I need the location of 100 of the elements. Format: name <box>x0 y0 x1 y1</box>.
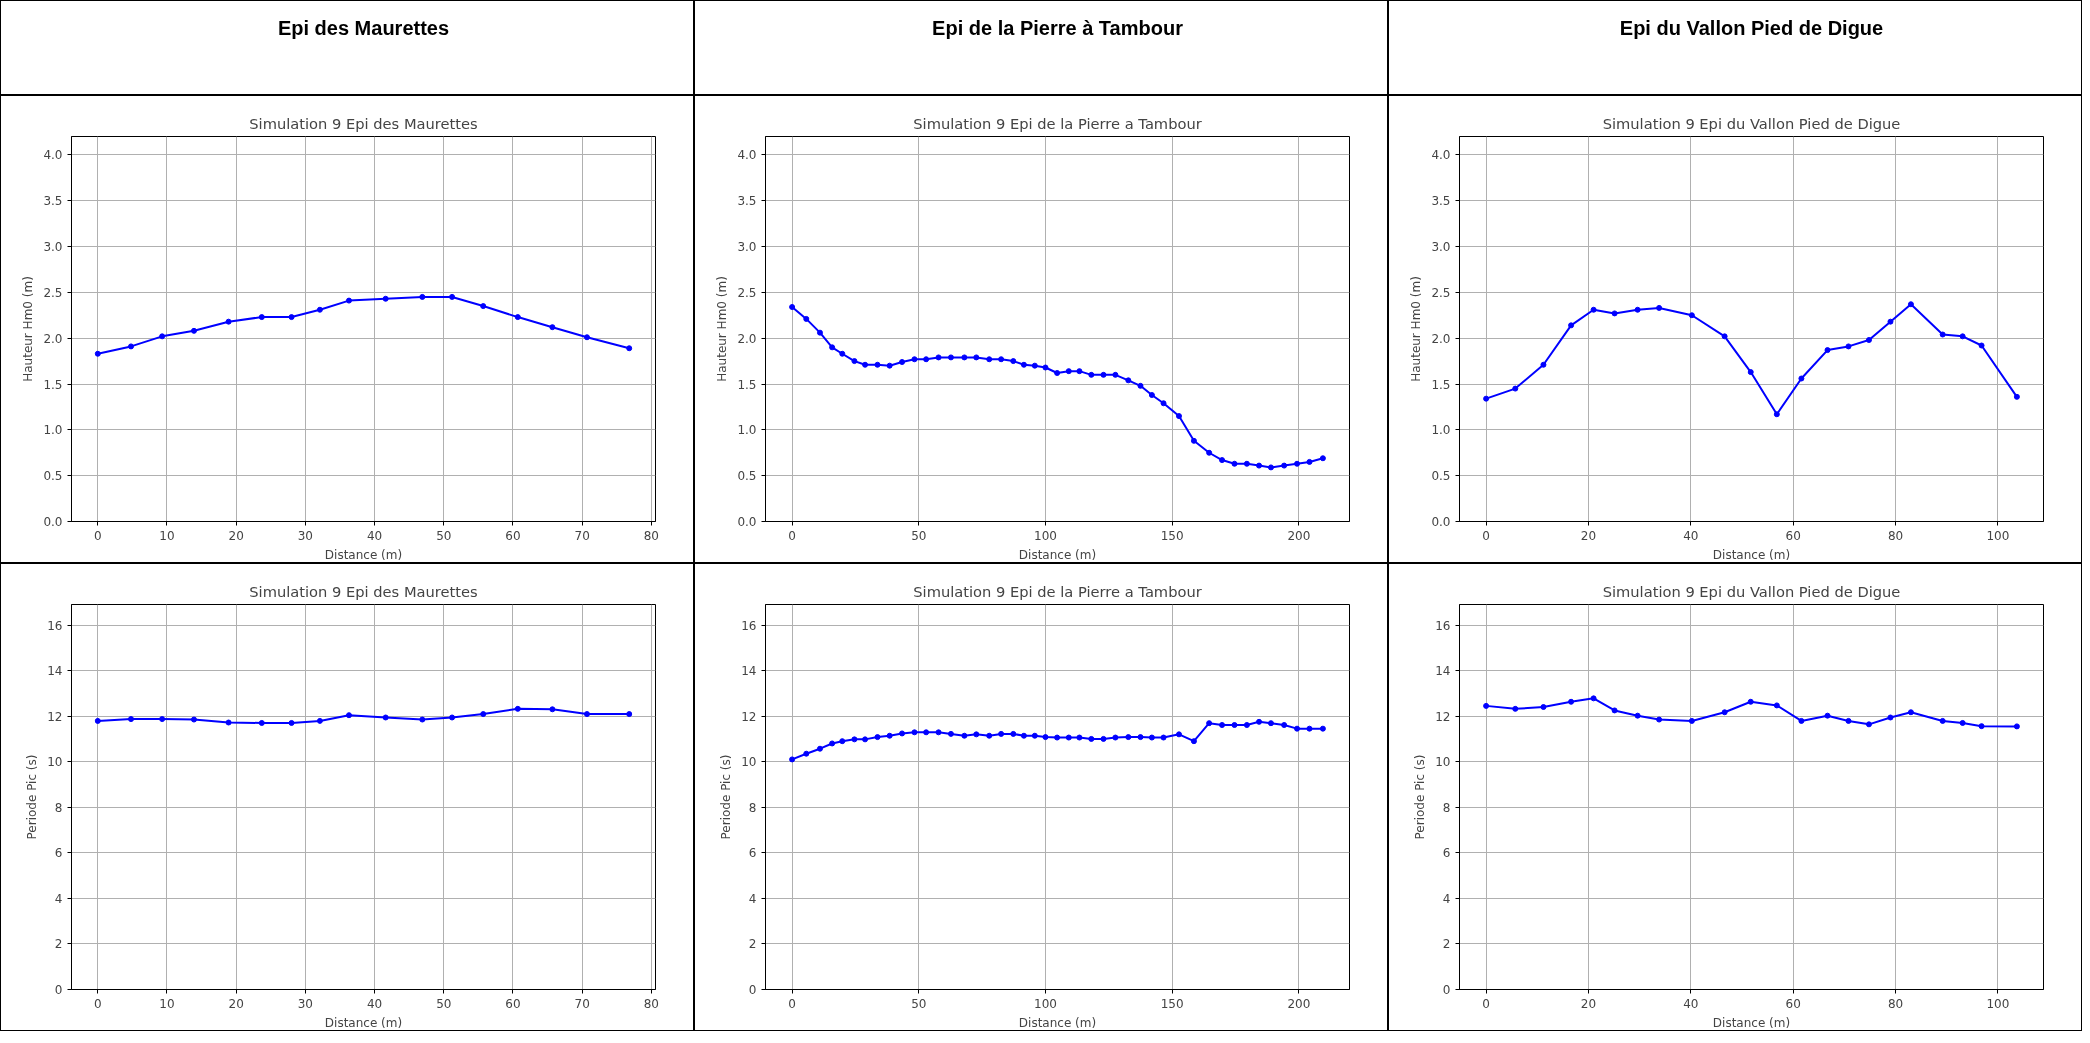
x-tick-label: 50 <box>911 996 927 1011</box>
y-tick-label: 1.0 <box>43 423 63 438</box>
y-tick-label: 3.5 <box>1431 194 1451 209</box>
x-tick-label: 80 <box>643 996 659 1011</box>
x-tick-label: 40 <box>366 528 383 543</box>
x-tick-label: 0 <box>1482 996 1490 1011</box>
y-tick-label: 0.0 <box>43 515 63 529</box>
x-tick-label: 80 <box>1887 996 1904 1011</box>
x-tick-label: 20 <box>1580 528 1597 543</box>
y-tick-label: 1.5 <box>1431 377 1451 392</box>
y-tick-label: 2.5 <box>1431 285 1451 300</box>
y-tick-label: 0 <box>54 983 63 997</box>
y-tick-label: 4 <box>1442 891 1451 906</box>
y-tick-label: 3.5 <box>43 194 63 209</box>
y-tick-label: 6 <box>1442 846 1451 861</box>
x-tick-label: 20 <box>228 528 244 543</box>
y-tick-label: 2.0 <box>43 331 63 346</box>
y-tick-label: 6 <box>748 846 757 861</box>
y-tick-label: 2 <box>1442 937 1451 952</box>
x-tick-label: 100 <box>1034 996 1057 1011</box>
x-axis-title: Distance (m) <box>324 547 403 562</box>
x-tick-label: 10 <box>159 528 175 543</box>
y-tick-label: 2.0 <box>737 331 757 346</box>
y-axis-title: Hauteur Hm0 (m) <box>715 276 730 382</box>
y-tick-label: 12 <box>1435 709 1451 724</box>
x-tick-label: 200 <box>1287 528 1311 543</box>
x-axis-title: Distance (m) <box>324 1015 403 1030</box>
x-tick-label: 20 <box>228 996 244 1011</box>
y-tick-label: 2.5 <box>43 285 63 300</box>
x-tick-label: 0 <box>1482 528 1490 543</box>
y-tick-label: 6 <box>54 846 63 861</box>
x-tick-label: 70 <box>574 996 590 1011</box>
y-tick-label: 2 <box>54 937 63 952</box>
y-tick-label: 16 <box>1435 618 1451 633</box>
x-tick-label: 100 <box>1986 528 2010 543</box>
y-tick-label: 4.0 <box>43 148 63 163</box>
y-tick-label: 10 <box>1435 755 1451 770</box>
x-tick-label: 150 <box>1160 996 1184 1011</box>
x-tick-label: 0 <box>93 996 102 1011</box>
y-tick-label: 0.5 <box>737 469 757 484</box>
y-tick-label: 10 <box>741 755 757 770</box>
x-tick-label: 70 <box>574 528 590 543</box>
x-tick-label: 0 <box>788 528 796 543</box>
x-tick-label: 80 <box>643 528 659 543</box>
x-axis-title: Distance (m) <box>1018 1015 1097 1030</box>
x-tick-label: 40 <box>1683 996 1699 1011</box>
chart-title: Simulation 9 Epi du Vallon Pied de Digue <box>1602 114 1901 132</box>
x-tick-label: 50 <box>911 528 927 543</box>
y-tick-label: 2.5 <box>737 285 757 300</box>
y-tick-label: 14 <box>47 664 63 679</box>
x-tick-label: 20 <box>1580 996 1597 1011</box>
text: Epi des Maurettes <box>277 17 450 40</box>
y-tick-label: 16 <box>741 618 757 633</box>
x-axis-title: Distance (m) <box>1018 547 1097 562</box>
y-tick-label: 0 <box>748 983 757 997</box>
x-tick-label: 150 <box>1160 528 1184 543</box>
y-tick-label: 1.5 <box>43 377 63 392</box>
y-tick-label: 8 <box>54 800 63 815</box>
x-tick-label: 30 <box>297 996 314 1011</box>
chart-title: Simulation 9 Epi de la Pierre a Tambour <box>913 582 1203 600</box>
x-tick-label: 30 <box>297 528 314 543</box>
chart-title: Simulation 9 Epi du Vallon Pied de Digue <box>1602 582 1901 600</box>
x-tick-label: 100 <box>1986 996 2010 1011</box>
chart-title: Simulation 9 Epi des Maurettes <box>249 582 478 600</box>
y-tick-label: 0.0 <box>1431 515 1451 529</box>
y-tick-label: 3.0 <box>1431 240 1451 254</box>
x-tick-label: 0 <box>788 996 796 1011</box>
x-tick-label: 60 <box>505 996 521 1011</box>
text: Epi du Vallon Pied de Digue <box>1619 17 1884 40</box>
y-tick-label: 0.0 <box>737 515 757 529</box>
x-tick-label: 50 <box>436 996 452 1011</box>
y-tick-label: 4.0 <box>737 148 757 163</box>
y-axis-title: Periode Pic (s) <box>25 754 40 840</box>
y-tick-label: 1.0 <box>737 423 757 438</box>
y-tick-label: 8 <box>1442 800 1451 815</box>
x-tick-label: 60 <box>505 528 521 543</box>
y-axis-title: Hauteur Hm0 (m) <box>21 276 36 382</box>
x-axis-title: Distance (m) <box>1712 547 1791 562</box>
x-tick-label: 60 <box>1785 528 1801 543</box>
chart-title: Simulation 9 Epi des Maurettes <box>249 114 478 132</box>
y-tick-label: 2.0 <box>1431 331 1451 346</box>
y-tick-label: 1.0 <box>1431 423 1451 438</box>
y-tick-label: 3.5 <box>737 194 757 209</box>
x-tick-label: 10 <box>159 996 175 1011</box>
y-tick-label: 4.0 <box>1431 148 1451 163</box>
y-tick-label: 0.5 <box>1431 469 1451 484</box>
y-tick-label: 0.5 <box>43 469 63 484</box>
y-axis-title: Hauteur Hm0 (m) <box>1409 276 1424 382</box>
y-tick-label: 2 <box>748 937 757 952</box>
chart-title: Simulation 9 Epi de la Pierre a Tambour <box>913 114 1203 132</box>
y-tick-label: 10 <box>47 755 63 770</box>
x-tick-label: 50 <box>436 528 452 543</box>
y-tick-label: 3.0 <box>737 240 757 254</box>
y-tick-label: 1.5 <box>737 377 757 392</box>
y-tick-label: 4 <box>54 891 63 906</box>
y-tick-label: 0 <box>1442 983 1451 997</box>
y-tick-label: 12 <box>741 709 757 724</box>
x-tick-label: 80 <box>1887 528 1904 543</box>
x-tick-label: 200 <box>1287 996 1311 1011</box>
y-tick-label: 14 <box>1435 664 1451 679</box>
